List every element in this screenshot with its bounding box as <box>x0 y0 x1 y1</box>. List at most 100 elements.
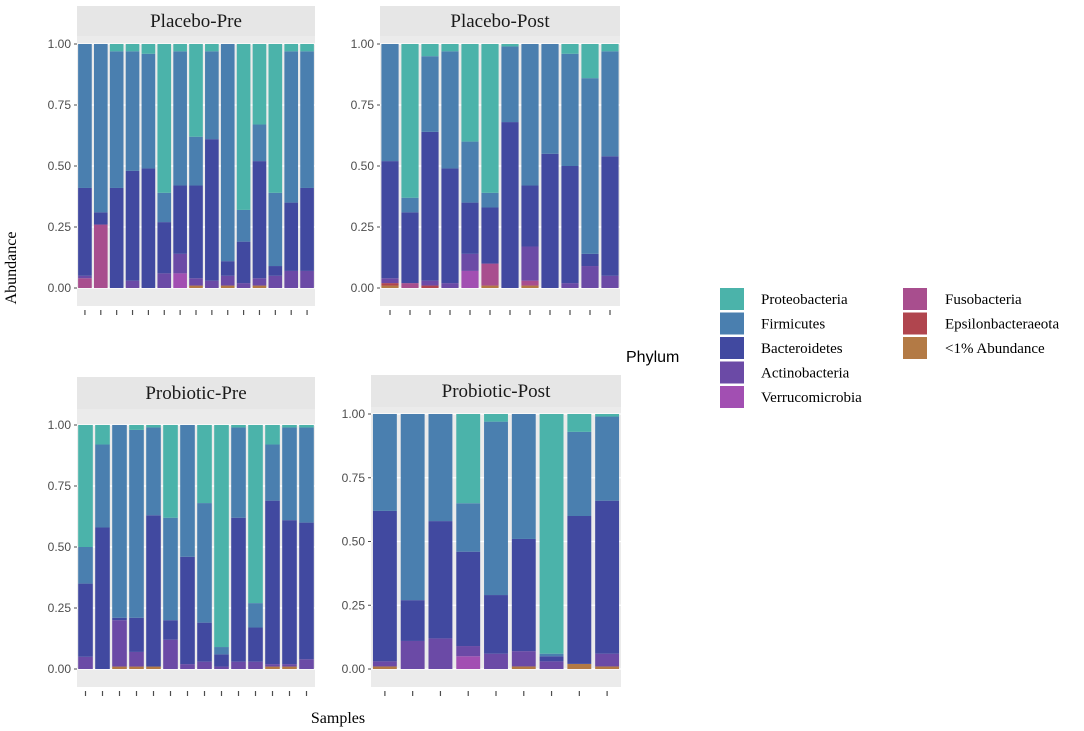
bar-segment-firmicutes <box>521 44 539 186</box>
sample-bar-10 <box>220 44 235 288</box>
legend-entry-bacteroidetes: Bacteroidetes <box>720 337 843 359</box>
bar-segment-actinobacteria <box>180 664 195 669</box>
bar-segment-firmicutes <box>252 124 267 162</box>
bar-segment-actinobacteria <box>112 620 127 667</box>
sample-bar-1 <box>381 44 399 288</box>
bar-segment-firmicutes <box>265 444 280 501</box>
sample-bar-4 <box>441 44 459 288</box>
bar-segment-actinobacteria <box>129 651 144 667</box>
sample-bar-5 <box>484 414 508 669</box>
bar-segment-proteobacteria <box>197 425 212 504</box>
y-tick-label: 0.25 <box>351 220 375 234</box>
bar-segment-actinobacteria <box>189 278 203 286</box>
bar-segment-bacteroidetes <box>129 617 144 652</box>
bar-segment-actinobacteria <box>78 656 93 669</box>
bar-segment-firmicutes <box>78 44 92 188</box>
bar-segment-bacteroidetes <box>231 517 246 662</box>
bar-segment-firmicutes <box>157 192 172 223</box>
sample-bar-12 <box>601 44 619 288</box>
legend-label: <1% Abundance <box>945 341 1045 357</box>
bar-segment-firmicutes <box>109 51 124 188</box>
bar-segment-bacteroidetes <box>125 170 140 281</box>
sample-bar-5 <box>141 44 156 288</box>
sample-bar-10 <box>231 425 246 669</box>
y-tick-label: 0.25 <box>48 220 72 234</box>
y-tick-label: 0.00 <box>48 662 72 676</box>
y-tick-label: 0.25 <box>48 601 72 615</box>
bar-segment-bacteroidetes <box>189 185 203 279</box>
sample-bar-3 <box>109 44 124 288</box>
bar-segment-actinobacteria <box>461 253 479 271</box>
bar-segment-1-abundance <box>112 666 127 669</box>
bar-segment-verrucomicrobia <box>456 656 481 669</box>
bar-segment-firmicutes <box>461 141 479 203</box>
sample-bar-10 <box>561 44 579 288</box>
sample-bar-6 <box>481 44 499 288</box>
legend-label: Proteobacteria <box>761 292 848 308</box>
bar-segment-1-abundance <box>567 663 592 669</box>
sample-bar-8 <box>189 44 203 288</box>
legend-entry-verrucomicrobia: Verrucomicrobia <box>720 386 862 408</box>
y-tick-label: 0.00 <box>342 662 366 676</box>
bar-segment-fusobacteria <box>401 283 419 288</box>
bar-segment-bacteroidetes <box>561 166 579 284</box>
bar-segment-proteobacteria <box>284 44 299 52</box>
bar-segment-bacteroidetes <box>539 656 564 662</box>
bar-segment-firmicutes <box>231 427 246 518</box>
bar-segment-proteobacteria <box>231 425 246 428</box>
sample-bar-15 <box>300 44 314 288</box>
facet-title: Probiotic-Post <box>442 381 551 402</box>
bar-segment-bacteroidetes <box>109 187 124 288</box>
bar-segment-actinobacteria <box>300 270 314 288</box>
bar-segment-firmicutes <box>78 547 93 584</box>
bar-segment-actinobacteria <box>400 640 425 669</box>
bar-segment-firmicutes <box>299 427 314 523</box>
bar-segment-firmicutes <box>428 414 453 522</box>
bar-segment-proteobacteria <box>456 414 481 504</box>
sample-bar-4 <box>456 414 481 669</box>
bar-segment-firmicutes <box>163 517 178 621</box>
bar-segment-actinobacteria <box>601 275 619 288</box>
sample-bar-7 <box>180 425 195 669</box>
sample-bar-6 <box>511 414 536 669</box>
bar-segment-proteobacteria <box>581 44 599 79</box>
bar-segment-1-abundance <box>129 666 144 669</box>
legend: Phylum Proteobacteria Firmicutes Bacteroid… <box>626 288 1059 408</box>
bar-segment-actinobacteria <box>220 275 235 286</box>
bar-segment-1-abundance <box>511 666 536 669</box>
legend-key-swatch <box>903 288 927 310</box>
y-tick-label: 0.00 <box>48 281 72 295</box>
bar-segment-actinobacteria <box>428 638 453 669</box>
y-tick-label: 1.00 <box>48 418 72 432</box>
sample-bar-12 <box>265 425 280 669</box>
bar-segment-firmicutes <box>541 44 559 154</box>
sample-bar-7 <box>501 44 519 288</box>
bar-segment-firmicutes <box>112 425 127 618</box>
bar-segment-firmicutes <box>481 192 499 208</box>
bar-segment-firmicutes <box>214 647 229 655</box>
sample-bar-13 <box>282 425 297 669</box>
bar-segment-actinobacteria <box>521 246 539 281</box>
bar-segment-proteobacteria <box>461 44 479 142</box>
bar-segment-bacteroidetes <box>220 261 235 276</box>
y-tick-label: 1.00 <box>48 37 72 51</box>
bar-segment-proteobacteria <box>282 425 297 428</box>
legend-label: Epsilonbacteraeota <box>945 317 1059 333</box>
bar-segment-actinobacteria <box>214 666 229 669</box>
bar-segment-fusobacteria <box>481 263 499 286</box>
bar-segment-proteobacteria <box>268 44 283 193</box>
y-tick-label: 0.75 <box>342 471 366 485</box>
bar-segment-bacteroidetes <box>567 516 592 664</box>
bar-segment-firmicutes <box>146 427 161 516</box>
bar-segment-proteobacteria <box>189 44 203 137</box>
bar-segment-bacteroidetes <box>541 153 559 288</box>
bar-segment-firmicutes <box>205 51 219 140</box>
sample-bar-9 <box>595 414 620 669</box>
bar-segment-proteobacteria <box>78 425 93 547</box>
sample-bar-1 <box>372 414 397 669</box>
bar-segment-proteobacteria <box>441 44 459 52</box>
y-tick-label: 0.75 <box>48 98 72 112</box>
facet-strip <box>77 377 315 409</box>
bar-segment-bacteroidetes <box>300 187 314 271</box>
